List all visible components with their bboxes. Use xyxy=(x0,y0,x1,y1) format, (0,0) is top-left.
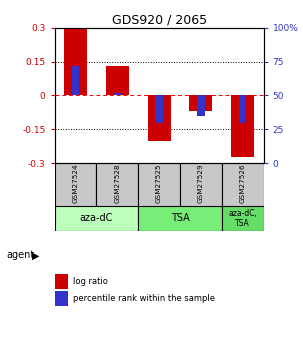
Text: agent: agent xyxy=(6,250,34,260)
Bar xyxy=(180,163,222,206)
Bar xyxy=(138,163,180,206)
Text: GSM27528: GSM27528 xyxy=(114,164,120,203)
Text: GSM27526: GSM27526 xyxy=(240,164,246,203)
Bar xyxy=(222,206,264,231)
Bar xyxy=(55,206,138,231)
Bar xyxy=(106,66,129,96)
Text: GSM27525: GSM27525 xyxy=(156,164,162,203)
Bar xyxy=(72,66,79,96)
Text: GSM27529: GSM27529 xyxy=(198,164,204,203)
Bar xyxy=(197,96,205,116)
Bar xyxy=(222,163,264,206)
Text: TSA: TSA xyxy=(171,213,189,223)
Title: GDS920 / 2065: GDS920 / 2065 xyxy=(112,13,207,27)
Bar xyxy=(189,96,212,111)
Bar xyxy=(114,93,121,96)
Text: aza-dC: aza-dC xyxy=(80,213,113,223)
Bar xyxy=(231,96,254,157)
Bar xyxy=(239,96,246,122)
Text: ▶: ▶ xyxy=(32,250,39,260)
Bar xyxy=(148,96,171,141)
Bar xyxy=(155,96,163,122)
Text: percentile rank within the sample: percentile rank within the sample xyxy=(73,294,215,303)
Bar xyxy=(64,28,87,96)
Text: log ratio: log ratio xyxy=(73,277,108,286)
Text: aza-dC,
TSA: aza-dC, TSA xyxy=(228,209,257,228)
Bar xyxy=(96,163,138,206)
Text: GSM27524: GSM27524 xyxy=(72,164,78,203)
Bar xyxy=(55,163,96,206)
Bar xyxy=(138,206,222,231)
